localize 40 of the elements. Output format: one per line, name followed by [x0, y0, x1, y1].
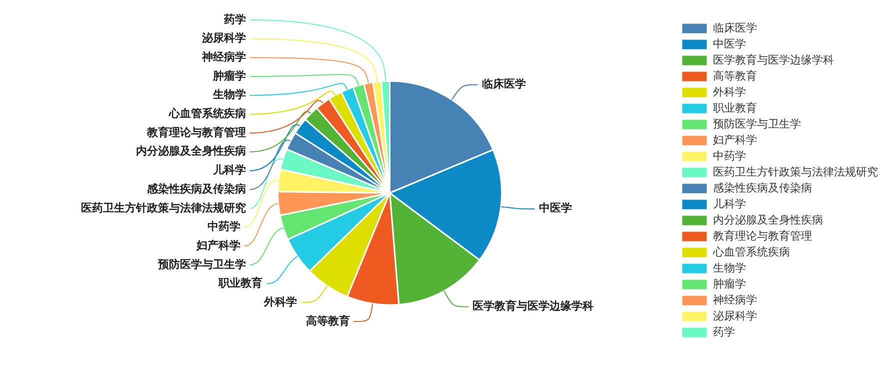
slice-label: 教育理论与教育管理	[146, 126, 246, 139]
slice-label: 感染性疾病及传染病	[146, 182, 246, 196]
legend-label: 药学	[713, 325, 735, 338]
slice-label: 中药学	[208, 220, 241, 234]
legend-label: 高等教育	[713, 69, 757, 82]
legend-label: 医学教育与医学边缘学科	[713, 53, 834, 66]
legend-label: 中医学	[713, 37, 746, 50]
slice-label: 药学	[222, 12, 246, 26]
legend-label: 中药学	[713, 149, 746, 162]
legend-label: 神经病学	[713, 293, 757, 306]
legend-label: 肿瘤学	[713, 277, 746, 290]
slice-label: 肿瘤学	[212, 69, 246, 82]
slice-label: 内分泌腺及全身性疾病	[136, 144, 246, 158]
slice-label: 预防医学与卫生学	[156, 258, 246, 271]
slice-label: 泌尿科学	[200, 32, 246, 45]
slice-label: 生物学	[212, 88, 246, 102]
legend-label: 妇产科学	[713, 133, 757, 146]
legend-label: 职业教育	[713, 101, 757, 114]
slice-label: 医学教育与医学边缘学科	[472, 300, 594, 313]
slice-label: 外科学	[263, 295, 298, 308]
legend-label: 临床医学	[713, 21, 757, 34]
slice-label: 妇产科学	[195, 238, 240, 252]
slice-label: 儿科学	[212, 164, 246, 177]
slice-label: 医药卫生方针政策与法律法规研究	[80, 201, 246, 214]
slice-label: 中医学	[538, 202, 572, 215]
legend-label: 教育理论与教育管理	[713, 229, 812, 242]
legend-label: 感染性疾病及传染病	[713, 181, 812, 194]
legend-label: 内分泌腺及全身性疾病	[713, 213, 823, 226]
slice-label: 临床医学	[482, 78, 526, 91]
legend-label: 医药卫生方针政策与法律法规研究	[713, 165, 878, 178]
slice-label: 高等教育	[306, 314, 350, 328]
legend-label: 预防医学与卫生学	[713, 117, 801, 130]
legend-label: 儿科学	[713, 197, 746, 210]
slice-label: 神经病学	[200, 50, 246, 64]
legend-label: 外科学	[713, 85, 746, 98]
slice-label: 心血管系统疾病	[168, 107, 246, 120]
legend-label: 生物学	[713, 261, 746, 274]
legend-label: 心血管系统疾病	[712, 245, 790, 258]
slice-label: 职业教育	[217, 276, 262, 290]
legend-label: 泌尿科学	[713, 309, 757, 322]
